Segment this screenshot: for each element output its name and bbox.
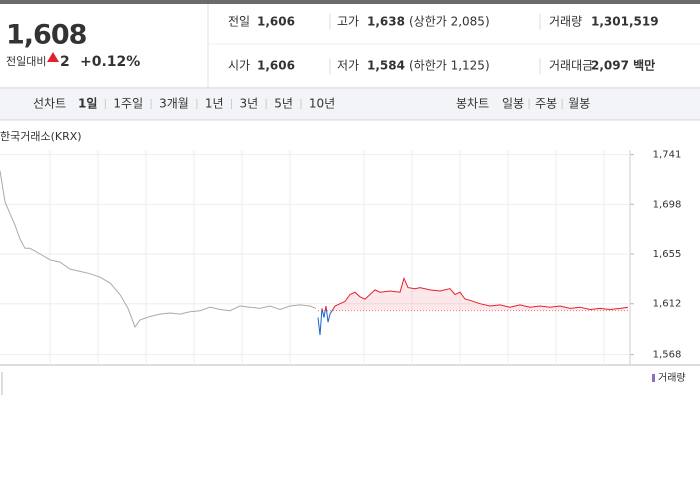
price: 1,608 <box>6 20 87 51</box>
stat-label: 거래량 <box>549 15 582 29</box>
range-tab[interactable]: 5년 <box>274 97 293 111</box>
price-line <box>0 170 317 328</box>
price-line <box>317 276 629 335</box>
stat-note: (하한가 1,125) <box>409 59 490 73</box>
tab-group-label: 봉차트 <box>456 97 489 111</box>
range-tab[interactable]: 1일 <box>78 97 97 111</box>
range-tab[interactable]: 10년 <box>309 97 335 111</box>
tab-group-label: 선차트 <box>33 97 66 111</box>
stat-value: 2,097 백만 <box>591 58 655 73</box>
stat-value: 1,301,519 <box>591 15 659 29</box>
range-tab[interactable]: 3개월 <box>159 97 189 111</box>
up-area <box>318 278 628 311</box>
up-arrow <box>47 52 59 62</box>
y-tick-label: 1,568 <box>653 350 682 361</box>
stat-note: (상한가 2,085) <box>409 15 490 29</box>
candle-tab[interactable]: 주봉 <box>535 97 557 111</box>
stat-value: 1,606 <box>257 15 295 29</box>
change: 2 <box>60 54 70 70</box>
range-tab[interactable]: 1년 <box>205 97 224 111</box>
change-pct: +0.12% <box>80 54 140 70</box>
y-tick-label: 1,612 <box>653 299 682 310</box>
change-label: 전일대비 <box>6 54 46 68</box>
stat-value: 1,606 <box>257 59 295 73</box>
legend-swatch <box>652 374 655 382</box>
candle-tab[interactable]: 월봉 <box>568 97 590 111</box>
range-tab[interactable]: 1주일 <box>113 97 143 111</box>
tab-bar <box>0 89 700 120</box>
stat-label: 저가 <box>337 59 359 73</box>
y-tick-label: 1,698 <box>653 199 682 210</box>
y-tick-label: 1,741 <box>653 150 682 161</box>
top-bar <box>0 0 700 4</box>
stat-label: 거래대금 <box>549 59 593 73</box>
stat-value: 1,584 <box>367 59 405 73</box>
candle-tab[interactable]: 일봉 <box>502 97 524 111</box>
stat-label: 고가 <box>337 15 359 29</box>
chart-source: 한국거래소(KRX) <box>0 130 82 143</box>
y-tick-label: 1,655 <box>653 249 682 260</box>
stat-label: 시가 <box>228 59 250 73</box>
stat-value: 1,638 <box>367 15 405 29</box>
stat-label: 전일 <box>228 15 250 29</box>
range-tab[interactable]: 3년 <box>240 97 259 111</box>
legend-label: 거래량 <box>658 372 686 384</box>
